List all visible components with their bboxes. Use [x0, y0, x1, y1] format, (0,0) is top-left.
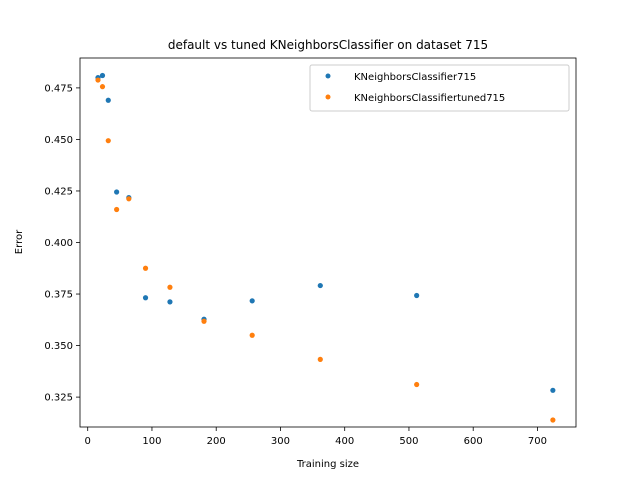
- x-axis-label: Training size: [296, 459, 359, 470]
- data-point-default: [105, 97, 111, 103]
- legend-box: [309, 64, 570, 112]
- data-point-tuned: [114, 206, 120, 213]
- data-point-default: [167, 299, 173, 305]
- y-tick-label: 0.450: [44, 135, 73, 146]
- legend: KNeighborsClassifier715 KNeighborsClassi…: [309, 64, 570, 112]
- data-points: [95, 72, 556, 423]
- data-point-tuned: [126, 196, 132, 202]
- data-point-tuned: [201, 318, 207, 324]
- y-axis-label: Error: [14, 229, 25, 254]
- legend-label-tuned: KNeighborsClassifiertuned715: [354, 93, 505, 104]
- data-point-tuned: [99, 84, 106, 90]
- data-point-tuned: [550, 417, 556, 423]
- data-point-default: [550, 387, 556, 393]
- legend-label-default: KNeighborsClassifier715: [354, 72, 476, 83]
- y-tick-label: 0.375: [44, 290, 73, 301]
- data-point-tuned: [95, 77, 101, 83]
- data-point-default: [142, 295, 149, 301]
- x-tick-label: 600: [464, 436, 483, 447]
- legend-marker-tuned: [325, 94, 331, 100]
- x-tick-label: 700: [528, 436, 547, 447]
- y-axis-ticks: 0.325 0.350 0.375 0.400 0.425 0.450 0.475: [44, 83, 80, 404]
- data-point-tuned: [142, 265, 149, 271]
- y-tick-label: 0.325: [44, 393, 73, 404]
- data-point-default: [249, 298, 255, 304]
- x-tick-label: 100: [142, 436, 161, 447]
- chart-title: default vs tuned KNeighborsClassifier on…: [168, 38, 488, 52]
- data-point-tuned: [414, 381, 420, 388]
- x-tick-label: 500: [399, 436, 418, 447]
- data-point-default: [99, 72, 106, 79]
- x-tick-label: 400: [335, 436, 354, 447]
- data-point-tuned: [317, 356, 323, 362]
- x-tick-label: 0: [85, 436, 91, 447]
- x-axis-ticks: 0 100 200 300 400 500 600 700: [85, 427, 547, 447]
- y-tick-label: 0.400: [44, 238, 73, 249]
- data-point-tuned: [105, 138, 111, 144]
- data-point-tuned: [249, 332, 255, 338]
- x-tick-label: 200: [207, 436, 226, 447]
- data-point-default: [317, 282, 323, 289]
- data-point-default: [114, 189, 120, 195]
- plot-area-frame: [79, 57, 577, 428]
- y-tick-label: 0.475: [44, 83, 73, 94]
- y-tick-label: 0.425: [44, 186, 73, 197]
- legend-marker-default: [325, 73, 331, 79]
- y-tick-label: 0.350: [44, 341, 73, 352]
- data-point-default: [414, 292, 420, 299]
- data-point-tuned: [167, 284, 173, 290]
- x-tick-label: 300: [271, 436, 290, 447]
